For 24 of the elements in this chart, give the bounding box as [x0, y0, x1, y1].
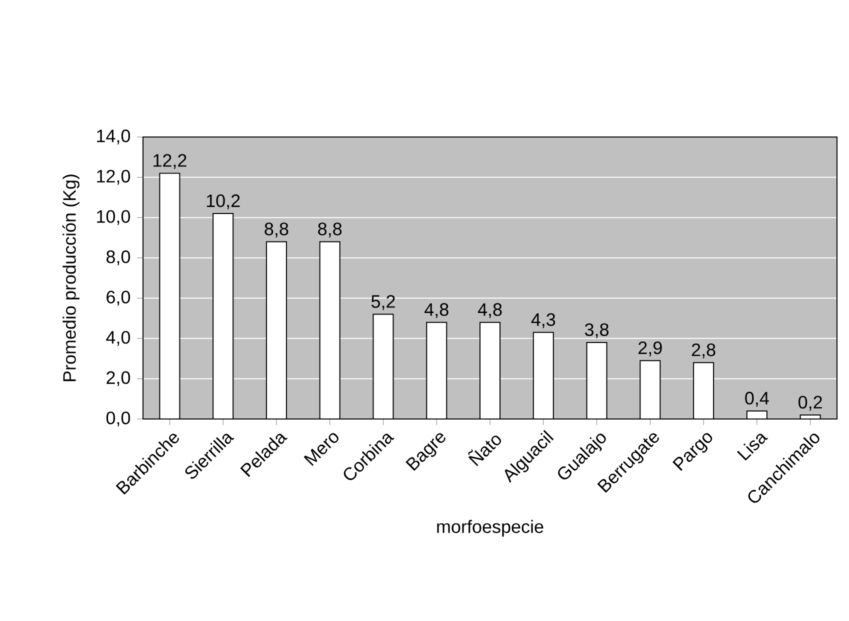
data-label: 10,2: [206, 194, 240, 210]
data-label: 4,8: [478, 303, 502, 318]
x-tick-label: Ñato: [468, 436, 502, 466]
y-tick-label: 6,0: [106, 290, 130, 306]
data-label: 2,9: [638, 341, 662, 356]
x-axis-title: morfoespecie: [437, 520, 544, 537]
data-label: 2,8: [692, 343, 716, 358]
data-label: 12,2: [154, 154, 186, 169]
y-tick-label: 14,0: [97, 130, 130, 144]
data-label: 3,8: [584, 323, 608, 338]
data-label: 4,3: [531, 313, 556, 328]
data-label: 8,8: [318, 222, 342, 238]
data-label: 5,2: [371, 295, 395, 310]
y-tick-label: 8,0: [106, 250, 130, 266]
data-label: 0,4: [745, 392, 769, 407]
data-label: 4,8: [424, 303, 448, 318]
data-label: 8,8: [264, 222, 288, 238]
y-tick-label: 2,0: [106, 371, 130, 386]
y-tick-label: 0,0: [106, 412, 130, 426]
y-tick-label: 4,0: [106, 330, 130, 346]
y-tick-label: 10,0: [97, 210, 130, 226]
data-label: 0,2: [798, 396, 822, 411]
y-axis-title: Promedio producción (Kg): [62, 174, 80, 382]
y-tick-label: 12,0: [97, 170, 130, 185]
